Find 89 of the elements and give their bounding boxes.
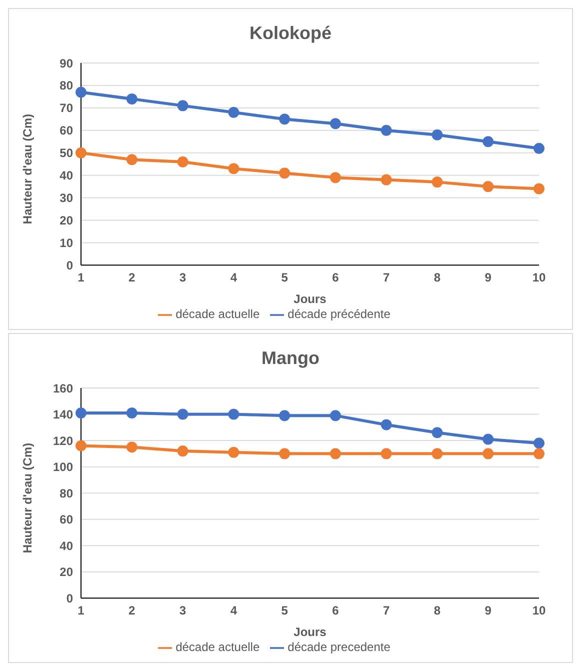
legend-label: décade actuelle xyxy=(176,307,260,322)
x-tick-label: 6 xyxy=(332,604,340,618)
y-tick-label: 140 xyxy=(52,408,74,422)
point xyxy=(380,448,392,460)
point xyxy=(76,86,86,98)
legend-label: décade precedente xyxy=(288,640,390,654)
x-tick-label: 9 xyxy=(484,604,492,618)
y-tick-label: 80 xyxy=(60,78,74,93)
point xyxy=(279,410,290,422)
point xyxy=(177,408,188,420)
point xyxy=(126,407,138,418)
point xyxy=(482,136,494,148)
point xyxy=(177,156,188,168)
y-tick-label: 20 xyxy=(60,214,74,228)
point xyxy=(380,124,392,136)
y-tick-label: 0 xyxy=(66,591,74,606)
x-tick-label: 1 xyxy=(78,270,85,285)
point xyxy=(432,129,443,140)
point xyxy=(534,438,544,449)
point xyxy=(482,181,494,192)
y-tick-label: 120 xyxy=(52,434,74,448)
x-axis-title: Jours xyxy=(294,292,327,306)
point xyxy=(432,176,443,188)
point xyxy=(279,168,290,179)
y-tick-label: 70 xyxy=(60,101,74,116)
point xyxy=(126,93,138,104)
x-tick-label: 2 xyxy=(128,270,136,285)
point xyxy=(534,183,544,194)
point xyxy=(76,440,86,452)
point xyxy=(228,163,240,174)
x-tick-label: 4 xyxy=(230,604,238,618)
y-axis-title: Hauteur d'eau (Cm) xyxy=(20,442,34,554)
x-tick-label: 5 xyxy=(281,270,288,285)
y-tick-label: 40 xyxy=(60,168,74,183)
point xyxy=(76,407,86,418)
x-tick-label: 6 xyxy=(332,270,340,285)
y-axis-title: Hauteur d'eau (Cm) xyxy=(20,114,34,224)
x-tick-label: 8 xyxy=(434,604,441,618)
point xyxy=(228,446,240,458)
point xyxy=(330,448,341,460)
legend-label: décade précédente xyxy=(288,307,390,322)
point xyxy=(330,410,341,422)
x-tick-label: 8 xyxy=(434,270,441,285)
x-tick-label: 10 xyxy=(532,604,546,618)
point xyxy=(279,448,290,460)
y-tick-label: 10 xyxy=(60,236,74,250)
x-tick-label: 5 xyxy=(281,604,288,618)
point xyxy=(126,442,138,453)
y-tick-label: 160 xyxy=(52,381,74,396)
point xyxy=(330,118,341,130)
y-tick-label: 40 xyxy=(60,538,74,553)
x-tick-label: 9 xyxy=(484,270,492,285)
point xyxy=(380,174,392,186)
point xyxy=(228,106,240,118)
y-tick-label: 20 xyxy=(60,565,74,580)
x-tick-label: 3 xyxy=(179,270,186,285)
y-tick-label: 90 xyxy=(60,56,74,70)
point xyxy=(228,408,240,420)
point xyxy=(432,427,443,438)
x-tick-label: 7 xyxy=(382,604,390,618)
point xyxy=(534,448,544,460)
x-tick-label: 4 xyxy=(230,270,238,285)
y-tick-label: 30 xyxy=(60,191,74,206)
point xyxy=(126,154,138,166)
point xyxy=(330,172,341,184)
point xyxy=(177,100,188,112)
x-tick-label: 7 xyxy=(382,270,390,285)
y-tick-label: 80 xyxy=(60,486,74,500)
point xyxy=(482,434,494,445)
x-tick-label: 3 xyxy=(179,604,186,618)
chart-title: Kolokopé xyxy=(248,22,332,45)
y-tick-label: 60 xyxy=(60,512,74,527)
point xyxy=(380,419,392,430)
x-tick-label: 10 xyxy=(532,270,546,285)
chart-title: Mango xyxy=(260,347,320,370)
legend-label: décade actuelle xyxy=(176,640,260,654)
point xyxy=(76,147,86,158)
y-tick-label: 0 xyxy=(66,258,74,272)
x-tick-label: 2 xyxy=(128,604,136,618)
point xyxy=(534,142,544,154)
y-tick-label: 60 xyxy=(60,124,74,138)
point xyxy=(177,446,188,457)
point xyxy=(279,114,290,125)
point xyxy=(432,448,443,460)
x-tick-label: 1 xyxy=(78,604,85,618)
y-tick-label: 100 xyxy=(52,460,74,474)
y-tick-label: 50 xyxy=(60,146,74,160)
point xyxy=(482,448,494,460)
x-axis-title: Jours xyxy=(294,625,327,640)
